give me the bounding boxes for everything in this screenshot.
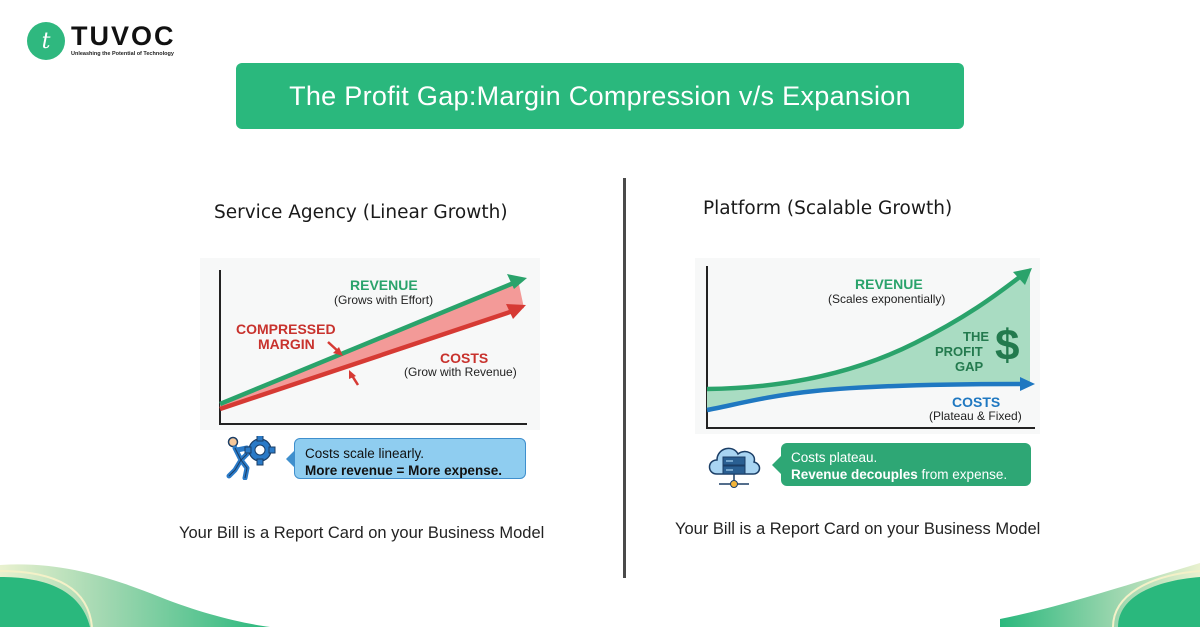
bottom-right-wave-decoration: [1000, 563, 1200, 627]
costs-label: COSTS: [440, 350, 489, 366]
profit-gap-line2: PROFIT: [935, 344, 983, 359]
margin-label-line2: MARGIN: [258, 336, 315, 352]
center-divider: [623, 178, 626, 578]
right-callout-line2-rest: from expense.: [917, 467, 1008, 482]
revenue-sublabel: (Grows with Effort): [334, 293, 434, 307]
brand-name: TUVOC: [71, 21, 176, 51]
right-callout-line2-bold: Revenue decouples: [791, 467, 918, 482]
linear-growth-chart-svg: [200, 258, 540, 430]
brand-logo[interactable]: t TUVOC Unleashing the Potential of Tech…: [27, 22, 176, 60]
revenue-label: REVENUE: [855, 276, 923, 292]
brand-tagline: Unleashing the Potential of Technology: [71, 51, 174, 57]
title-banner: The Profit Gap:Margin Compression v/s Ex…: [236, 63, 964, 129]
right-panel-heading: Platform (Scalable Growth): [703, 198, 953, 219]
right-panel-caption: Your Bill is a Report Card on your Busin…: [675, 520, 1041, 538]
profit-gap-line1: THE: [963, 329, 989, 344]
profit-gap-line3: GAP: [955, 359, 984, 374]
logo-mark-icon: t: [27, 22, 65, 60]
right-callout: Costs plateau. Revenue decouples from ex…: [781, 443, 1031, 486]
bottom-left-wave-decoration: [0, 564, 270, 627]
dollar-icon: $: [995, 321, 1020, 370]
left-panel-heading: Service Agency (Linear Growth): [214, 202, 508, 223]
left-callout-line2: More revenue = More expense.: [305, 463, 502, 478]
right-callout-line1: Costs plateau.: [791, 450, 878, 465]
left-panel-caption: Your Bill is a Report Card on your Busin…: [179, 524, 545, 542]
left-callout-line1: Costs scale linearly.: [305, 446, 425, 461]
costs-sublabel: (Grow with Revenue): [404, 365, 517, 379]
person-gear-icon: [225, 434, 277, 484]
scalable-growth-chart-svg: [695, 258, 1040, 434]
revenue-label: REVENUE: [350, 277, 418, 293]
costs-sublabel: (Plateau & Fixed): [929, 409, 1022, 423]
revenue-sublabel: (Scales exponentially): [828, 292, 946, 306]
scalable-growth-chart: REVENUE (Scales exponentially) THE PROFI…: [695, 258, 1040, 434]
margin-label-line1: COMPRESSED: [236, 321, 336, 337]
cloud-server-icon: [705, 440, 763, 496]
linear-growth-chart: REVENUE (Grows with Effort) COMPRESSED M…: [200, 258, 540, 430]
left-callout: Costs scale linearly. More revenue = Mor…: [294, 438, 526, 479]
costs-label: COSTS: [952, 394, 1001, 410]
page-title: The Profit Gap:Margin Compression v/s Ex…: [289, 80, 911, 111]
